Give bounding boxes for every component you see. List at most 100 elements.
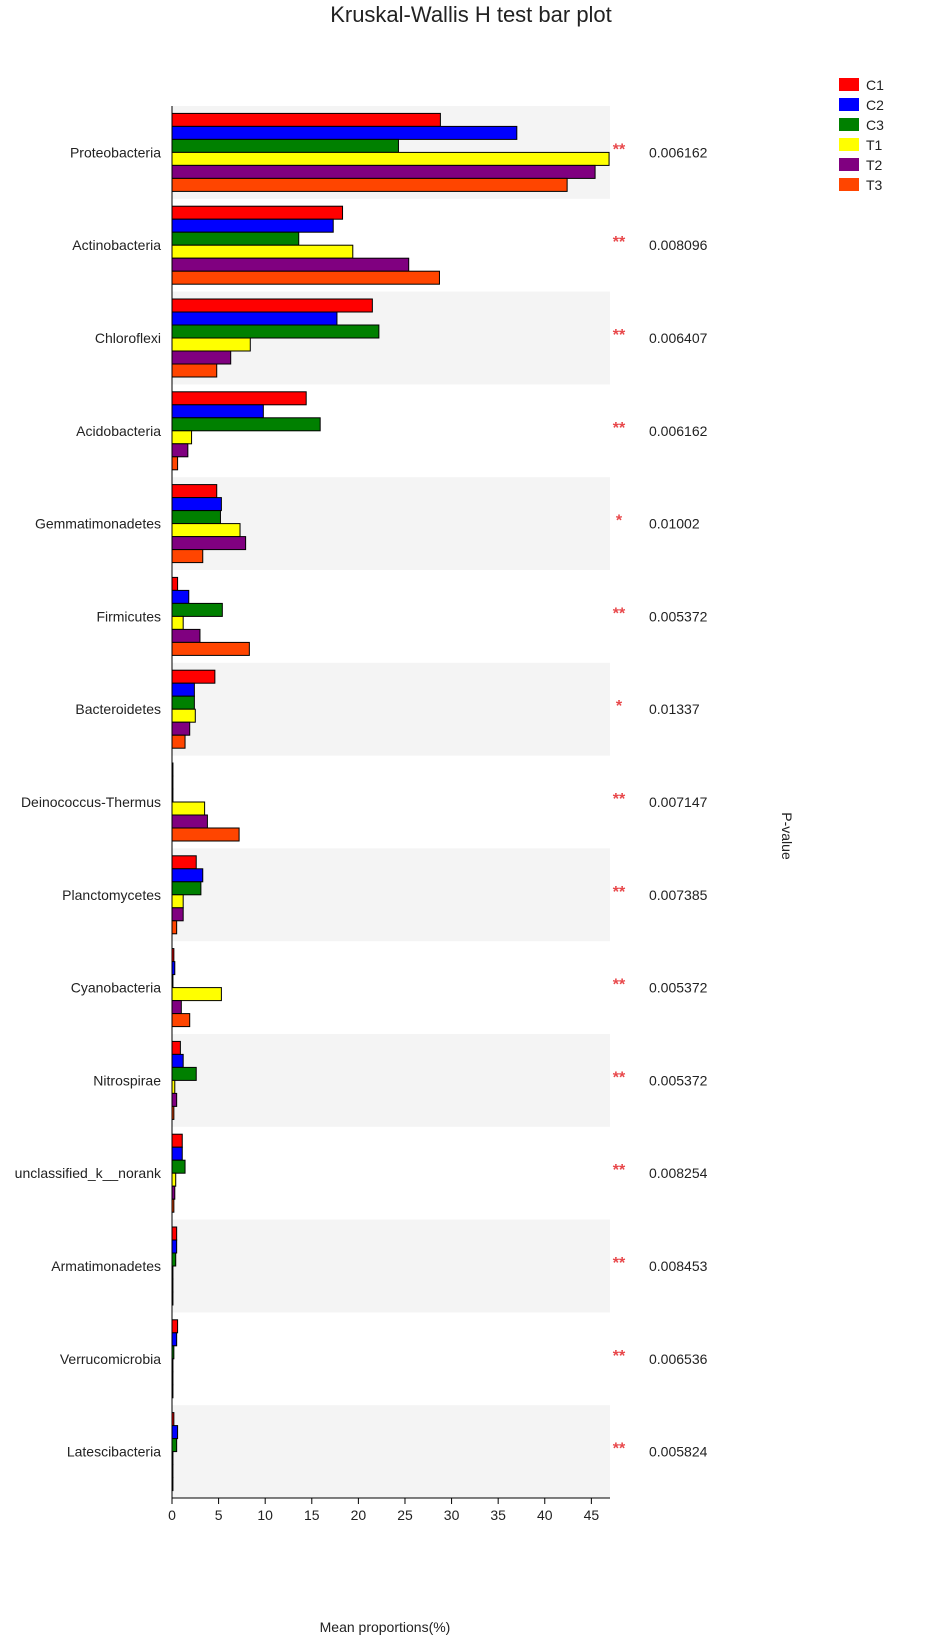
row-band xyxy=(172,662,610,756)
row-bands xyxy=(172,106,610,1498)
bar-t2 xyxy=(171,536,247,551)
bar-t2 xyxy=(171,721,191,736)
p-value: 0.005372 xyxy=(649,980,708,996)
category-label: Cyanobacteria xyxy=(71,980,161,996)
row-band xyxy=(172,477,610,570)
x-tick-label: 25 xyxy=(397,1507,413,1523)
significance-mark: ** xyxy=(613,420,626,437)
legend-swatch-c3 xyxy=(839,118,859,131)
row-band xyxy=(172,848,610,942)
legend-swatch-t3 xyxy=(839,178,859,191)
x-tick-label: 15 xyxy=(304,1507,320,1523)
significance-mark: ** xyxy=(613,884,626,901)
bar-t2 xyxy=(171,1092,178,1107)
bar-c1 xyxy=(171,1040,181,1055)
p-value-axis-label: P-value xyxy=(779,812,795,860)
legend-label: C3 xyxy=(866,117,884,133)
row-band xyxy=(172,1405,610,1498)
bar-t3 xyxy=(171,177,568,192)
bar-c2 xyxy=(171,1053,184,1068)
bar-t1 xyxy=(171,987,222,1002)
bar-t1 xyxy=(171,894,184,909)
category-labels: Proteobacteria Actinobacteria Chloroflexi A… xyxy=(15,144,162,1459)
bar-t1 xyxy=(171,337,251,352)
bar-t3 xyxy=(171,456,179,471)
bar-c3 xyxy=(171,1438,178,1453)
significance-mark: ** xyxy=(613,977,626,994)
bar-t2 xyxy=(171,443,189,458)
bar-c1 xyxy=(171,576,179,591)
category-label: Latescibacteria xyxy=(67,1444,161,1460)
significance-mark: ** xyxy=(613,234,626,251)
bar-c1 xyxy=(171,298,373,313)
bar-c1 xyxy=(171,112,441,127)
legend-swatch-t2 xyxy=(839,158,859,171)
bar-c2 xyxy=(171,404,264,419)
bar-c2 xyxy=(171,589,190,604)
p-value: 0.008453 xyxy=(649,1258,708,1274)
x-tick-label: 40 xyxy=(537,1507,553,1523)
bar-t3 xyxy=(171,920,178,935)
legend-swatch-c2 xyxy=(839,98,859,111)
legend-label: T1 xyxy=(866,137,883,153)
bar-c3 xyxy=(171,602,223,617)
bar-t2 xyxy=(171,350,232,365)
bar-t2 xyxy=(171,628,201,643)
significance-mark: ** xyxy=(613,1162,626,1179)
category-label: Armatimonadetes xyxy=(51,1258,161,1274)
p-value: 0.007147 xyxy=(649,794,708,810)
bar-t2 xyxy=(171,1000,182,1015)
significance-mark: ** xyxy=(613,605,626,622)
bar-t3 xyxy=(171,734,186,749)
bar-c2 xyxy=(171,1239,178,1254)
bar-c3 xyxy=(171,417,321,432)
x-tick-label: 45 xyxy=(584,1507,600,1523)
bar-t2 xyxy=(171,907,184,922)
significance-mark: ** xyxy=(613,1348,626,1365)
bar-c2 xyxy=(171,218,334,233)
p-value: 0.006162 xyxy=(649,144,708,160)
p-value-column: ** 0.006162** 0.008096** 0.006407** 0.006162… xyxy=(613,141,708,1459)
bar-c2 xyxy=(171,125,518,140)
row-band xyxy=(172,1034,610,1127)
significance-mark: * xyxy=(616,698,623,715)
bar-t3 xyxy=(171,1013,191,1028)
bar-c3 xyxy=(171,1252,177,1267)
category-label: Actinobacteria xyxy=(72,237,161,253)
legend: C1 C2 C3 T1 T2 T3 xyxy=(839,77,884,193)
bar-c1 xyxy=(171,855,197,870)
bar-c1 xyxy=(171,1226,178,1241)
x-tick-label: 0 xyxy=(168,1507,176,1523)
x-tick-label: 30 xyxy=(444,1507,460,1523)
bar-t2 xyxy=(171,257,410,272)
bar-c1 xyxy=(171,1319,179,1334)
category-label: Proteobacteria xyxy=(70,144,161,160)
p-value: 0.005372 xyxy=(649,1072,708,1088)
p-value: 0.008254 xyxy=(649,1165,708,1181)
category-label: Bacteroidetes xyxy=(75,701,161,717)
bar-c3 xyxy=(171,695,195,710)
bar-t1 xyxy=(171,151,610,166)
x-axis-label: Mean proportions(%) xyxy=(320,1619,451,1635)
category-label: Deinococcus-Thermus xyxy=(21,794,161,810)
x-axis: 0 5 10 15 20 25 30 35 40 45 xyxy=(168,106,610,1523)
bar-t1 xyxy=(171,615,184,630)
significance-mark: ** xyxy=(613,791,626,808)
p-value: 0.01337 xyxy=(649,701,700,717)
bar-t2 xyxy=(171,814,208,829)
bar-c1 xyxy=(171,484,218,499)
bar-t1 xyxy=(171,523,241,538)
x-tick-label: 35 xyxy=(490,1507,506,1523)
legend-label: T2 xyxy=(866,157,883,173)
category-label: Gemmatimonadetes xyxy=(35,516,161,532)
bar-c1 xyxy=(171,669,216,684)
bar-c2 xyxy=(171,1425,179,1440)
bar-t1 xyxy=(171,801,206,816)
category-label: Nitrospirae xyxy=(93,1072,161,1088)
bar-c3 xyxy=(171,231,300,246)
legend-swatch-c1 xyxy=(839,78,859,91)
p-value: 0.005824 xyxy=(649,1444,708,1460)
bar-t1 xyxy=(171,244,354,259)
bar-c3 xyxy=(171,881,202,896)
